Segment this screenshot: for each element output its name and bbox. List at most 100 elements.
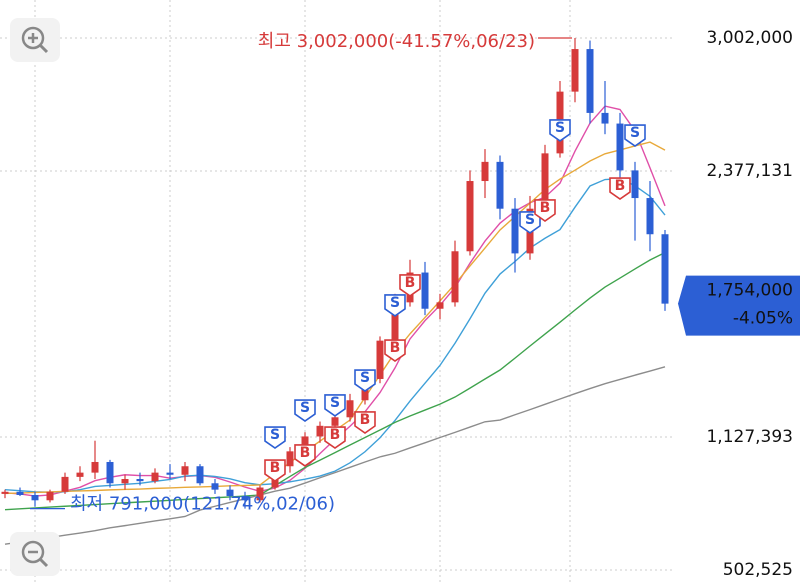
- candle-body: [421, 272, 429, 309]
- change-label: -4.05%: [733, 309, 793, 329]
- ma-line: [4, 251, 666, 511]
- lines: [4, 105, 666, 545]
- signal-label: S: [330, 395, 340, 411]
- y-tick-label: 1,127,393: [706, 427, 793, 447]
- signal-label: B: [390, 340, 401, 356]
- low-annotation: 최저 791,000(121.74%,02/06): [70, 494, 335, 515]
- candle-body: [466, 181, 474, 252]
- signal: S: [324, 394, 346, 417]
- y-tick-label: 2,377,131: [706, 161, 793, 181]
- signal-marker: [294, 444, 316, 467]
- candle-body: [451, 251, 459, 303]
- signal-marker: [549, 119, 571, 142]
- candle-body: [151, 472, 159, 482]
- candle-body: [511, 208, 519, 254]
- candle-body: [571, 49, 579, 92]
- candle-body: [376, 340, 384, 379]
- y-tick-label: 502,525: [723, 560, 793, 580]
- candle-body: [436, 302, 444, 309]
- candle-body: [481, 161, 489, 182]
- zoom-in[interactable]: [10, 18, 60, 62]
- zoom-icon: [38, 557, 49, 568]
- candle-body: [91, 461, 99, 473]
- candle-body: [136, 479, 144, 482]
- candle-body: [31, 494, 39, 501]
- signal: S: [264, 426, 286, 450]
- signal: S: [354, 369, 376, 393]
- candle-body: [541, 153, 549, 209]
- signal: S: [294, 399, 316, 423]
- signal: B: [399, 274, 421, 297]
- signal-label: B: [300, 445, 311, 461]
- signal-marker: [264, 459, 286, 483]
- candle-body: [631, 170, 639, 199]
- signal-marker: [624, 124, 646, 148]
- candle-body: [661, 234, 669, 304]
- signal: S: [624, 124, 646, 148]
- zoom-icon: [38, 43, 49, 54]
- candle-body: [61, 476, 69, 492]
- candle-body: [496, 161, 504, 209]
- zoom-in-button[interactable]: [10, 18, 60, 62]
- signal-label: S: [300, 400, 310, 416]
- signal: B: [324, 426, 346, 450]
- signal-marker: [294, 399, 316, 423]
- signal-marker: [324, 426, 346, 450]
- zoom-out-button[interactable]: [10, 532, 60, 576]
- candle-body: [76, 472, 84, 477]
- signal-marker: [324, 394, 346, 417]
- signal: B: [609, 177, 631, 201]
- y-tick-label: 3,002,000: [706, 28, 793, 48]
- signal-label: S: [390, 295, 400, 311]
- signal-label: B: [330, 427, 341, 443]
- candle-body: [1, 491, 9, 494]
- price-label: 1,754,000: [706, 281, 793, 301]
- candle-body: [16, 491, 24, 495]
- ma-line: [4, 366, 666, 545]
- signal: B: [384, 339, 406, 363]
- signal-marker: [354, 411, 376, 434]
- candle-body: [391, 302, 399, 341]
- signal: S: [384, 294, 406, 317]
- zoom-icon: [21, 540, 45, 564]
- candle-body: [211, 483, 219, 490]
- signal-marker: [264, 426, 286, 450]
- candle-body: [196, 466, 204, 484]
- signal-label: B: [615, 178, 626, 194]
- signal-label: S: [630, 125, 640, 141]
- signal: B: [534, 199, 556, 222]
- candle-body: [331, 417, 339, 426]
- signal-label: B: [360, 412, 371, 428]
- candle-body: [586, 49, 594, 113]
- zoom-out[interactable]: [10, 532, 60, 576]
- signal: S: [549, 119, 571, 142]
- signal-label: B: [270, 460, 281, 476]
- signal-marker: [384, 339, 406, 363]
- candle-body: [241, 496, 249, 501]
- signal-marker: [399, 274, 421, 297]
- candle-body: [646, 198, 654, 235]
- signal-label: B: [405, 275, 416, 291]
- signal-label: S: [525, 212, 535, 228]
- candle-body: [286, 451, 294, 467]
- candle-body: [316, 425, 324, 437]
- vertical-grid: [34, 0, 571, 583]
- plot: 502,5251,127,3932,377,1313,002,000BSBSBS…: [0, 28, 800, 580]
- signal-marker: [609, 177, 631, 201]
- candle-body: [226, 489, 234, 497]
- candle-body: [181, 466, 189, 475]
- signal-label: B: [540, 200, 551, 216]
- candle-body: [301, 436, 309, 452]
- signal-label: S: [360, 370, 370, 386]
- candle-body: [616, 123, 624, 171]
- signal-label: S: [555, 120, 565, 136]
- candle-body: [106, 461, 114, 484]
- price-badge: [678, 275, 800, 336]
- candle-body: [166, 472, 174, 475]
- signal-marker: [354, 369, 376, 393]
- signal-marker: [534, 199, 556, 222]
- candle-body: [256, 487, 264, 501]
- signal: B: [354, 411, 376, 434]
- candle-body: [346, 400, 354, 418]
